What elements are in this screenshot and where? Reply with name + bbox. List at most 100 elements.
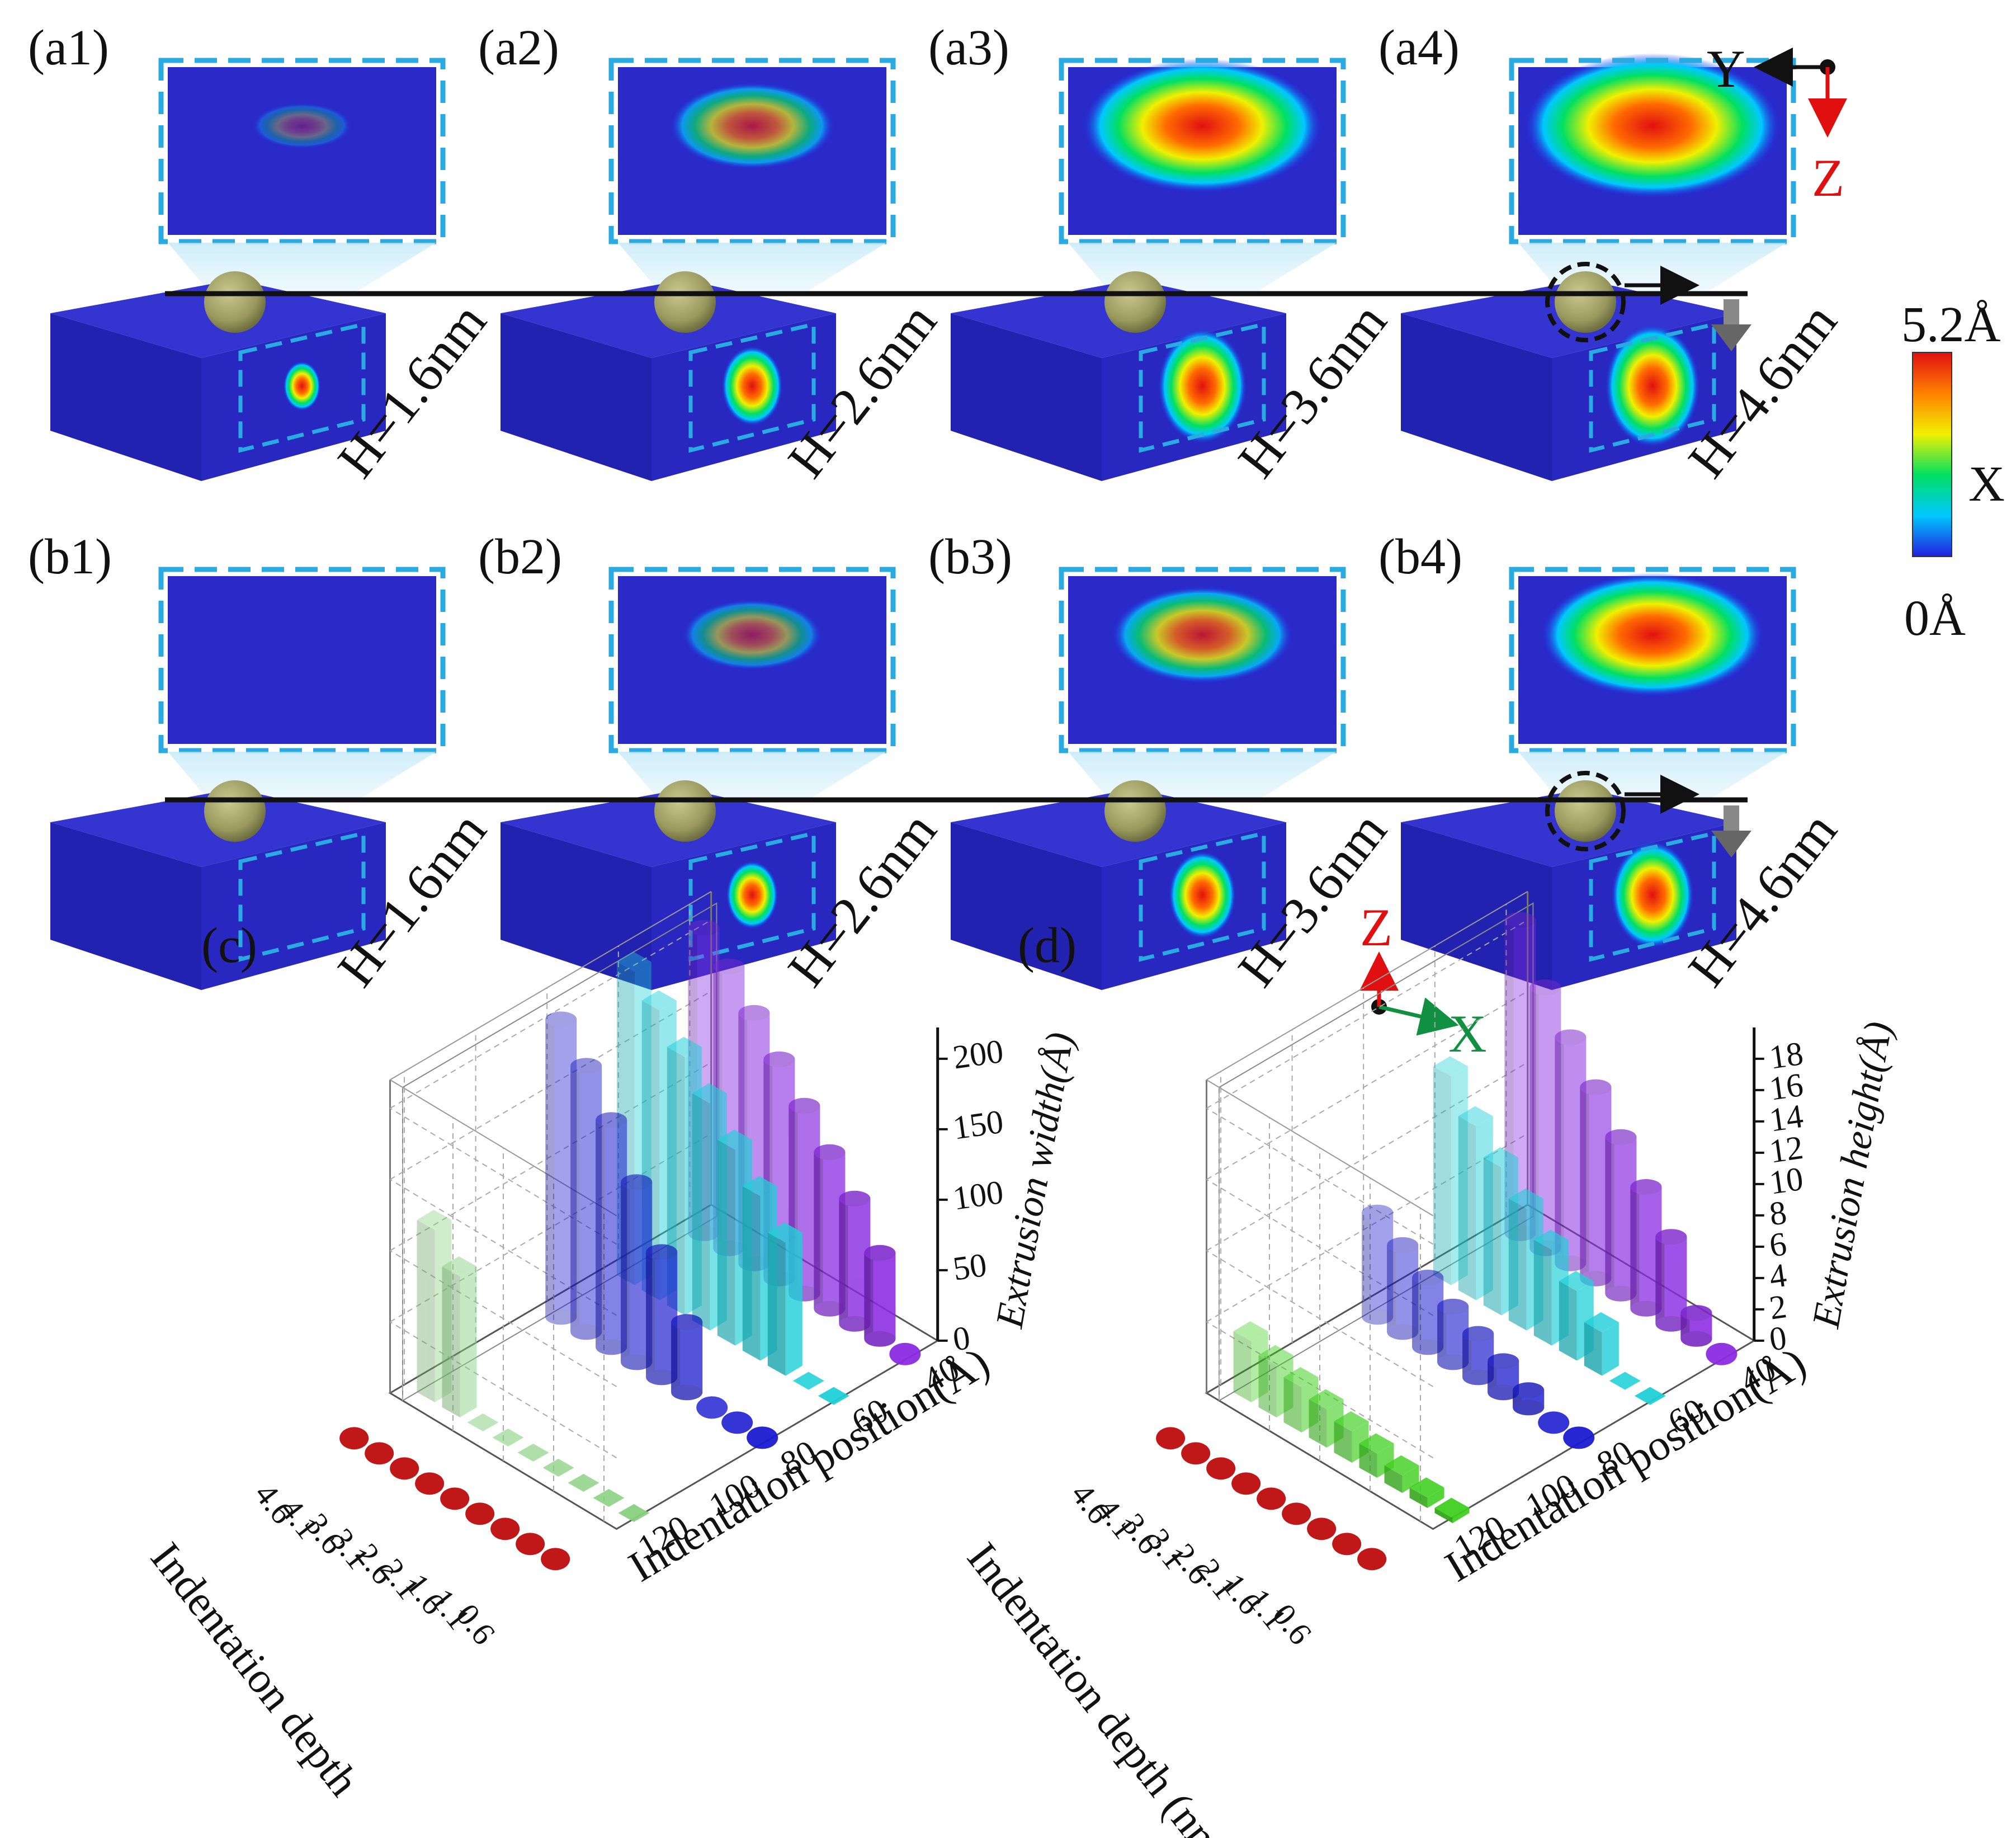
inset-dashed-frame — [1059, 567, 1346, 753]
grid-line — [1206, 1062, 1528, 1251]
axis-z-label: Z — [1360, 898, 1392, 957]
bar-face — [1483, 1157, 1502, 1316]
bar-120-7 — [1409, 1477, 1444, 1509]
bar-base — [1387, 1324, 1419, 1340]
bar-shade — [1437, 1306, 1447, 1363]
block-side-face — [201, 822, 386, 990]
bar-marker — [1706, 1342, 1738, 1365]
cross-section-inset — [168, 67, 436, 235]
bar-shade — [545, 1019, 555, 1317]
bar-top — [839, 1190, 871, 1207]
side-dashed-frame — [1589, 322, 1716, 453]
red-disc-marker — [465, 1502, 495, 1525]
bar-face — [1508, 1198, 1527, 1331]
bar-shade — [1605, 1137, 1614, 1294]
red-disc-marker — [1307, 1517, 1337, 1540]
bar-shade — [814, 1152, 823, 1309]
bar-marker — [492, 1429, 524, 1447]
bar-marker — [618, 1504, 650, 1523]
bar-top — [814, 1144, 846, 1160]
bar-top — [1483, 1147, 1518, 1168]
z-tick-label: 50 — [951, 1246, 989, 1288]
grid-line — [389, 991, 712, 1180]
side-hotspot — [1611, 841, 1694, 949]
bar-shade — [671, 1322, 681, 1393]
panel-label: (a2) — [478, 20, 559, 76]
bar-shade — [646, 1252, 655, 1378]
bar-base — [864, 1331, 896, 1347]
red-disc-marker — [365, 1442, 394, 1465]
red-disc-marker — [1156, 1427, 1186, 1450]
bar-top — [1680, 1305, 1712, 1321]
bar-top — [1434, 1497, 1470, 1518]
bar-base — [1412, 1339, 1444, 1355]
indenter-ball — [1104, 780, 1166, 842]
bar-80-6 — [1513, 1382, 1545, 1416]
bar-base — [621, 1354, 653, 1370]
axis-y-label: Y — [1707, 39, 1745, 98]
bar-base — [814, 1300, 846, 1317]
bar-base — [1437, 1354, 1469, 1370]
bar-top — [1359, 1433, 1394, 1454]
block-front-face — [951, 313, 1102, 481]
down-arrow-icon — [1711, 299, 1751, 351]
red-disc-marker — [1332, 1533, 1362, 1556]
indenter-ball — [1555, 271, 1616, 333]
bar-40-7 — [1680, 1305, 1712, 1347]
y-axis-title: Indentation depth — [141, 1533, 369, 1804]
side-dashed-frame — [688, 322, 816, 453]
grid-line — [1206, 991, 1528, 1180]
indenter-ball — [204, 271, 266, 333]
red-disc-marker — [516, 1533, 545, 1556]
bar-marker — [542, 1459, 574, 1477]
sim-panel: (b4)H=4.6nm — [1378, 529, 1848, 997]
bar-top — [1462, 1326, 1494, 1342]
block-front-face — [501, 313, 651, 481]
bar-top — [763, 1051, 795, 1067]
bar-top — [1488, 1353, 1519, 1369]
bar-face — [1233, 1331, 1252, 1403]
axis-z-label: Z — [1812, 148, 1844, 208]
deformation-hotspot — [1082, 58, 1323, 194]
z-axis-title: Extrusion width(Å) — [988, 1029, 1082, 1332]
bar-face — [1559, 1281, 1577, 1361]
bar-face — [435, 1220, 452, 1403]
z-tick-label: 16 — [1767, 1066, 1806, 1107]
bar-shade — [1462, 1333, 1472, 1378]
panel-label: (b1) — [28, 529, 112, 585]
bar-base — [570, 1324, 602, 1340]
bar-40-5 — [1630, 1179, 1662, 1317]
bar-top — [1233, 1321, 1268, 1342]
sim-panel: (a3)H=3.6nm — [928, 20, 1398, 488]
bar-top — [646, 1244, 678, 1260]
red-disc-marker — [1181, 1442, 1211, 1465]
bar-top — [1384, 1455, 1419, 1476]
panel-label: (b3) — [928, 529, 1012, 585]
red-disc-marker — [390, 1457, 419, 1480]
bar-shade — [1630, 1187, 1640, 1309]
bar-120-1 — [442, 1256, 477, 1418]
side-hotspot — [283, 361, 321, 411]
sim-panel: (b3)H=3.6nm — [928, 529, 1398, 997]
grid-line — [1206, 919, 1528, 1109]
deformation-hotspot — [252, 103, 352, 149]
sim-panel: (a1)H=1.6nm — [28, 20, 498, 488]
z-tick-label: 10 — [1767, 1160, 1806, 1201]
bar-face — [460, 1266, 477, 1418]
bar-base — [1462, 1369, 1494, 1385]
bar-face — [1258, 1355, 1277, 1418]
inset-dashed-frame — [158, 567, 446, 753]
bar-top — [1504, 912, 1536, 928]
bar-face — [1602, 1322, 1619, 1376]
bar-marker — [721, 1411, 753, 1434]
bar-80-0 — [545, 1011, 577, 1325]
bar-face — [1384, 1465, 1403, 1493]
bar-shade — [1529, 987, 1539, 1248]
red-disc-marker — [1231, 1472, 1261, 1495]
highlight-circle — [1545, 771, 1626, 851]
bar-top — [717, 1129, 752, 1150]
sim-panel: (a4)H=4.6nm — [1378, 20, 1848, 488]
bar-face — [1458, 1116, 1476, 1300]
bar-marker — [1609, 1372, 1641, 1390]
bar-shade — [1655, 1237, 1665, 1324]
